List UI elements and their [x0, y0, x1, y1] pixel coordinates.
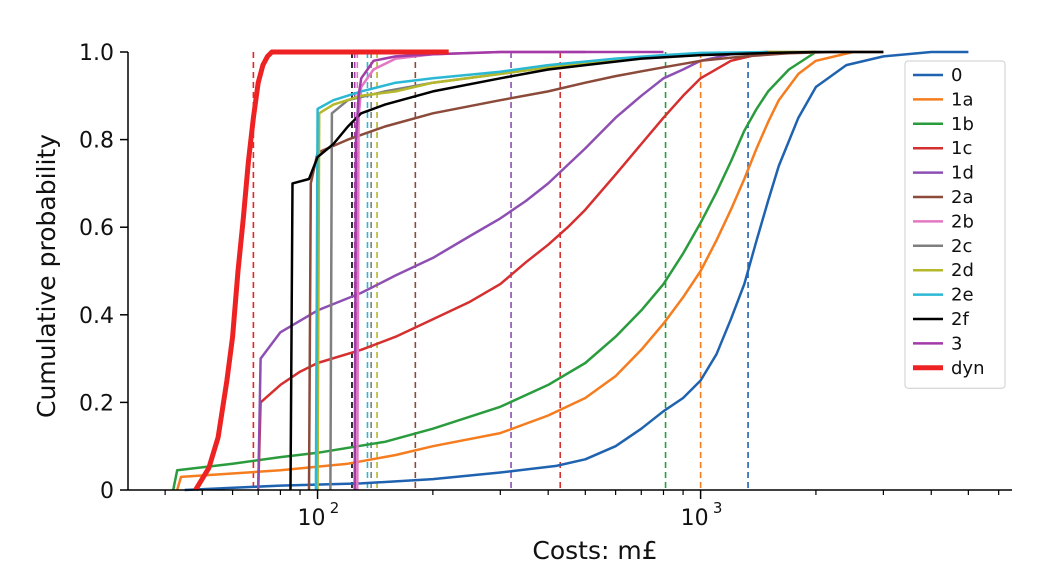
x-axis-title: Costs: m£ — [532, 536, 657, 565]
legend-label-1b: 1b — [951, 114, 974, 135]
y-tick-label: 0.4 — [79, 304, 114, 329]
series-line-1b — [171, 50, 817, 491]
x-tick-label: 10 — [681, 506, 709, 531]
y-tick-label: 0 — [100, 479, 114, 504]
legend-label-2f: 2f — [951, 309, 969, 330]
series-line-2b — [356, 50, 586, 491]
series-line-0 — [184, 50, 969, 492]
y-tick-label: 0.6 — [79, 216, 114, 241]
series-line-3 — [353, 50, 664, 491]
legend-label-1d: 1d — [951, 163, 974, 184]
legend-label-2e: 2e — [951, 285, 974, 306]
x-tick-exponent: 3 — [713, 499, 723, 517]
series-line-1d — [256, 50, 769, 491]
series-line-1c — [256, 50, 769, 491]
legend-label-3: 3 — [951, 333, 962, 354]
x-tick-label: 10 — [298, 506, 326, 531]
legend-label-2b: 2b — [951, 211, 974, 232]
legend: 0 1a 1b 1c 1d 2a 2b 2c 2d 2e 2f 3 dyn — [904, 60, 1006, 389]
series-line-2e — [314, 50, 769, 491]
legend-label-0: 0 — [951, 65, 962, 86]
legend-label-2c: 2c — [951, 236, 972, 257]
series-line-2f — [289, 50, 884, 491]
legend-label-2a: 2a — [951, 187, 973, 208]
series-line-1a — [175, 50, 854, 491]
series-line-dyn — [193, 49, 449, 492]
y-tick-label: 0.8 — [79, 129, 114, 154]
legend-label-1a: 1a — [951, 89, 973, 110]
y-tick-label: 1.0 — [79, 41, 114, 66]
series-line-2d — [316, 50, 816, 491]
series-lines — [171, 49, 969, 492]
y-tick-label: 0.2 — [79, 391, 114, 416]
legend-label-2d: 2d — [951, 260, 974, 281]
legend-label-dyn: dyn — [951, 358, 985, 379]
y-axis-title: Cumulative probability — [32, 134, 61, 418]
legend-label-1c: 1c — [951, 138, 972, 159]
x-tick-exponent: 2 — [330, 499, 340, 517]
median-lines — [252, 52, 749, 490]
legend-box — [904, 60, 1006, 389]
